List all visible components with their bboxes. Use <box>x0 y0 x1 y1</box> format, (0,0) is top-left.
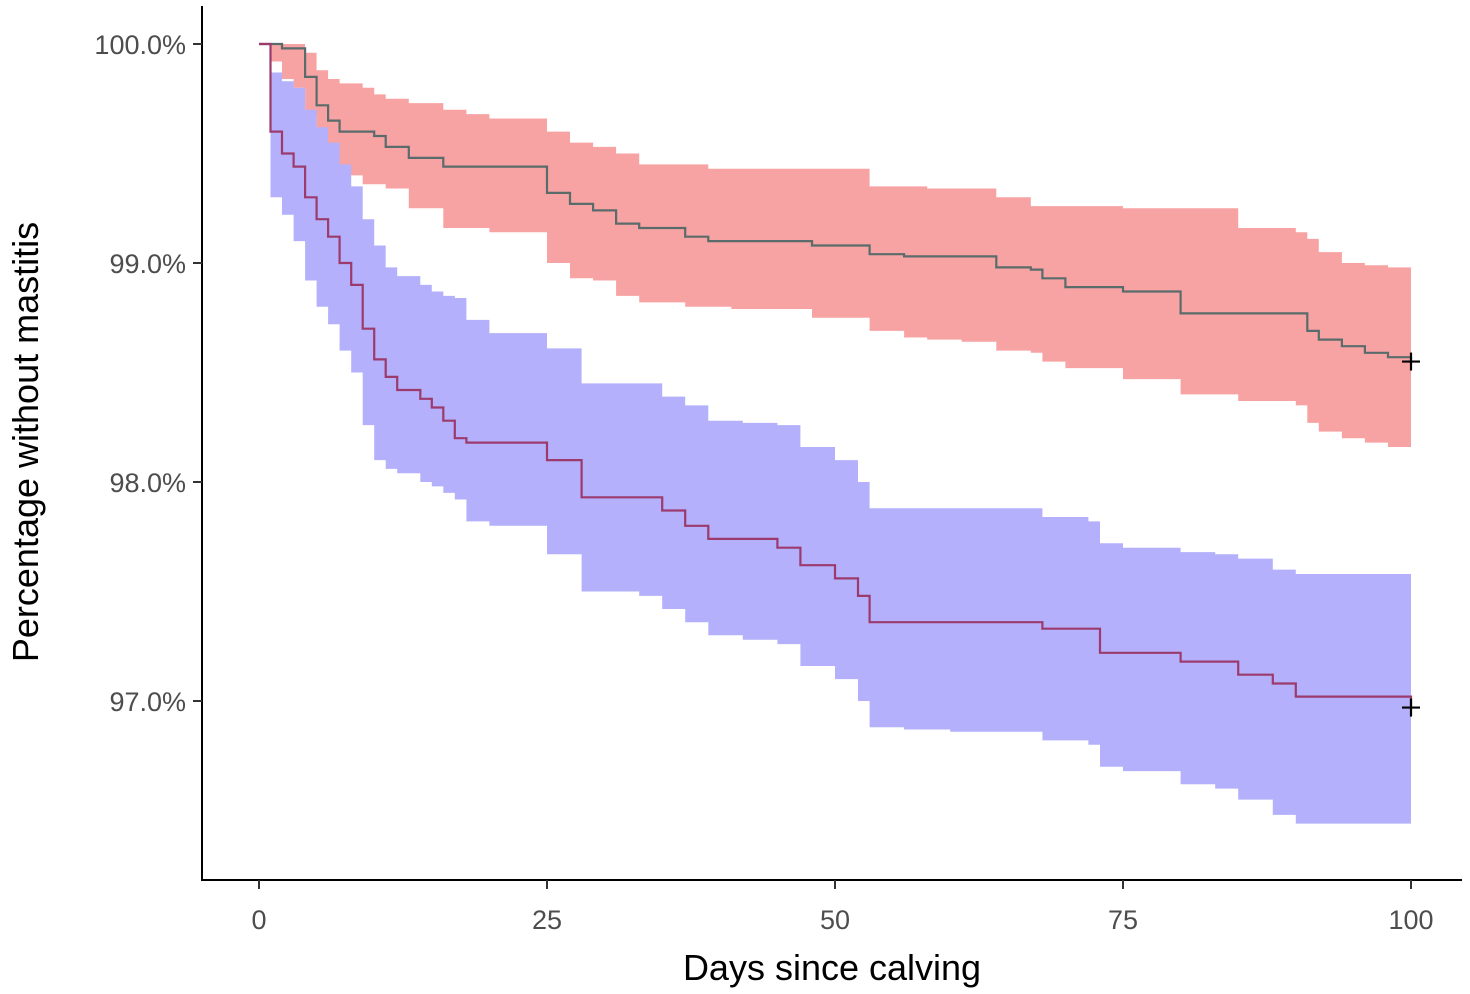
confidence-bands <box>259 44 1411 837</box>
censor-mark-2 <box>1402 698 1420 717</box>
censor-mark-1 <box>1402 352 1420 371</box>
confidence-band-1 <box>259 44 1411 452</box>
survival-curve-2 <box>259 42 1413 708</box>
x-tick-label: 0 <box>251 905 266 935</box>
y-tick-label: 99.0% <box>109 249 186 279</box>
y-tick-label: 98.0% <box>109 468 186 498</box>
y-axis-ticks: 97.0% 98.0% 99.0% 100.0% <box>94 30 202 717</box>
confidence-band-2 <box>259 44 1411 837</box>
y-tick-label: 100.0% <box>94 30 186 60</box>
x-tick-label: 100 <box>1388 905 1433 935</box>
censor-marks <box>1402 352 1420 717</box>
x-axis-ticks: 0 25 50 75 100 <box>251 880 1434 935</box>
axes <box>201 6 1462 881</box>
x-tick-label: 50 <box>820 905 850 935</box>
y-axis-title: Percentage without mastitis <box>5 222 46 662</box>
x-axis-title: Days since calving <box>683 947 981 988</box>
survival-curve-1 <box>259 42 1413 362</box>
survival-curves <box>259 42 1413 708</box>
y-tick-label: 97.0% <box>109 687 186 717</box>
x-tick-label: 75 <box>1108 905 1138 935</box>
x-tick-label: 25 <box>532 905 562 935</box>
